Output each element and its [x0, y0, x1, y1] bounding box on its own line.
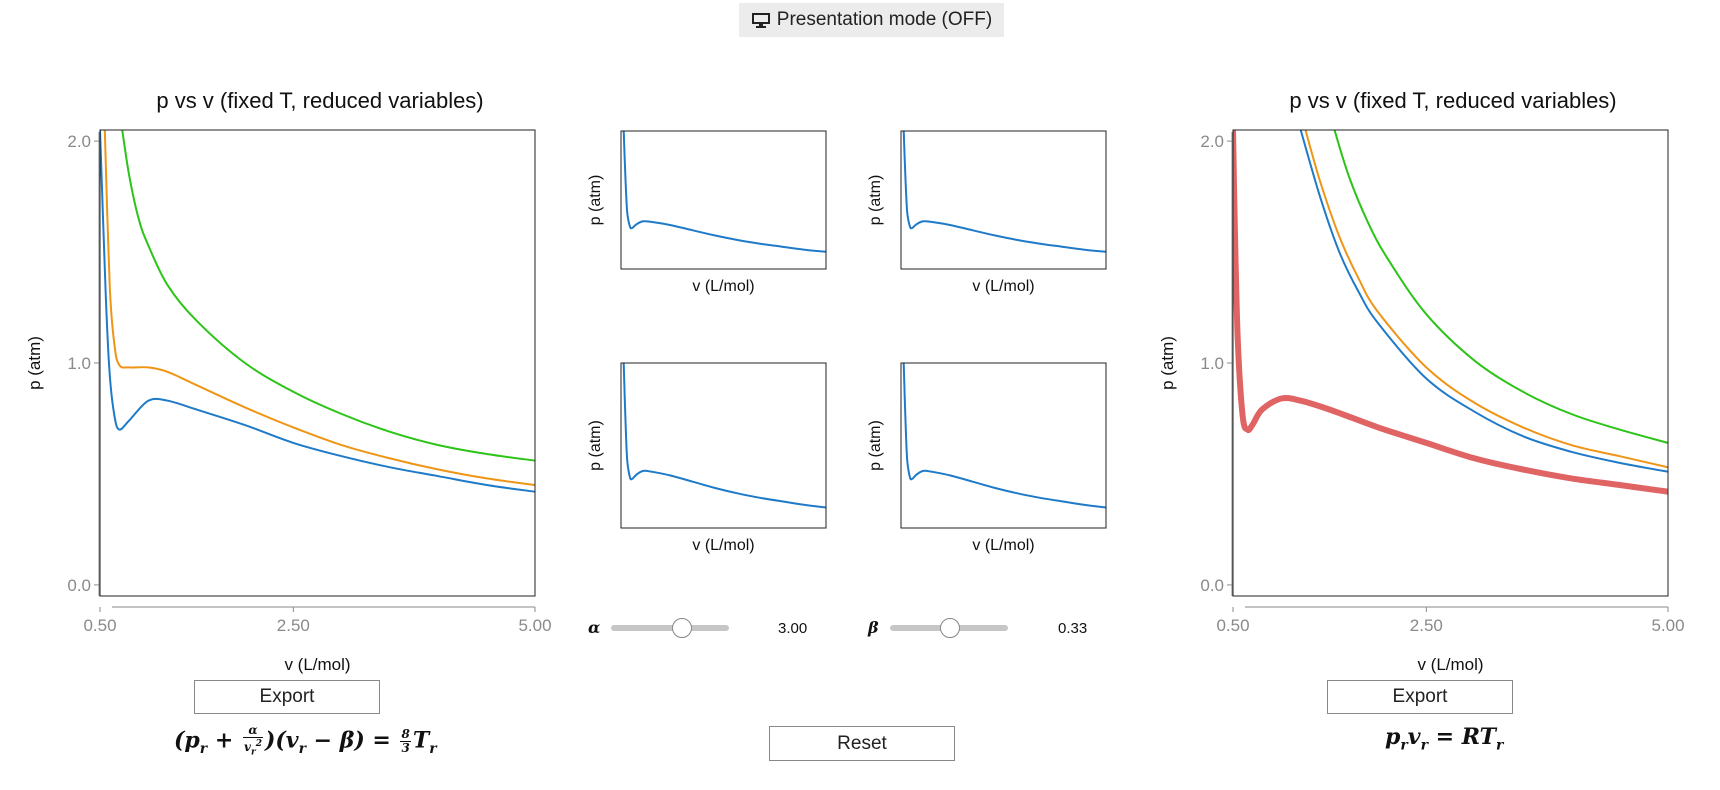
x-axis-label: v (L/mol)	[1417, 655, 1483, 674]
formula-text: = RT	[1427, 724, 1496, 750]
series-line	[103, 130, 535, 486]
formula-sub: r	[298, 741, 306, 758]
right-export-button[interactable]: Export	[1327, 680, 1513, 714]
alpha-slider-value: 3.00	[778, 620, 808, 637]
formula-frac-den: vr2	[243, 738, 263, 759]
formula-text: +	[207, 727, 241, 754]
formula-sub: r	[1400, 737, 1408, 754]
y-tick-label: 0.0	[1200, 576, 1224, 595]
y-tick-label: 1.0	[1200, 354, 1224, 373]
y-tick-label: 1.0	[67, 354, 91, 373]
series-line	[622, 131, 826, 253]
left-export-button[interactable]: Export	[194, 680, 380, 714]
y-axis-label: p (atm)	[25, 336, 44, 390]
series-line	[902, 131, 1106, 253]
formula-sub: r	[429, 741, 437, 758]
formula-frac-den: 3	[401, 741, 410, 756]
x-tick-label: 5.00	[518, 616, 551, 635]
formula-sub: r	[199, 741, 208, 758]
plot-frame	[1232, 129, 1669, 597]
left-plot-chart: 0.0 1.0 2.0 0.50 2.50 5.00 v (L/mol) p (atm)	[25, 129, 552, 674]
presentation-mode-label: Presentation mode (OFF)	[776, 9, 993, 30]
left-formula: (pr + α vr2)(vr − β) = 8 3 Tr	[174, 724, 437, 759]
formula-text: T	[412, 727, 430, 754]
y-tick-label: 0.0	[67, 576, 91, 595]
x-axis-label: v (L/mol)	[972, 278, 1034, 295]
left-plot-title: p vs v (fixed T, reduced variables)	[156, 88, 484, 113]
series-line	[121, 130, 535, 462]
formula-sub: r	[1496, 737, 1504, 754]
series-line	[100, 130, 535, 493]
x-axis-label: v (L/mol)	[692, 537, 754, 554]
y-axis-label: p (atm)	[587, 420, 604, 471]
series-line	[1304, 130, 1668, 469]
mini-plot-top-right: v (L/mol) p (atm)	[867, 130, 1107, 295]
y-tick-label: 2.0	[1200, 132, 1224, 151]
formula-text: p	[1385, 724, 1401, 750]
formula-sup: 2	[255, 739, 262, 749]
formula-text: v	[1407, 724, 1421, 750]
formula-sub: r	[250, 747, 256, 758]
mini-plot-top-left: v (L/mol) p (atm)	[587, 130, 827, 295]
right-plot-chart: 0.0 1.0 2.0 0.50 2.50 5.00 v (L/mol) p (atm)	[1158, 129, 1685, 674]
plot-frame	[900, 130, 1107, 270]
mini-plot-bottom-right: v (L/mol) p (atm)	[867, 362, 1107, 554]
beta-slider-value: 0.33	[1058, 620, 1088, 637]
formula-frac-num: α	[242, 724, 263, 738]
plot-frame	[620, 130, 827, 270]
series-line	[902, 363, 1106, 509]
reset-button[interactable]: Reset	[769, 726, 955, 761]
alpha-slider-thumb[interactable]	[672, 618, 692, 638]
x-tick-label: 5.00	[1651, 616, 1684, 635]
formula-sub: r	[1420, 737, 1428, 754]
alpha-slider-track[interactable]	[611, 625, 729, 631]
x-axis-label: v (L/mol)	[972, 537, 1034, 554]
monitor-icon	[751, 12, 771, 28]
mini-plot-bottom-left: v (L/mol) p (atm)	[587, 362, 827, 554]
x-tick-label: 0.50	[83, 616, 116, 635]
plot-frame	[900, 362, 1107, 529]
x-tick-label: 2.50	[277, 616, 310, 635]
formula-fraction: α vr2	[242, 724, 263, 759]
y-axis-label: p (atm)	[587, 175, 604, 226]
series-line	[1299, 130, 1668, 473]
y-axis-label: p (atm)	[1158, 336, 1177, 390]
beta-slider-thumb[interactable]	[940, 618, 960, 638]
alpha-slider-label: α	[588, 618, 601, 637]
plot-frame	[99, 129, 536, 597]
formula-text: v	[243, 740, 251, 754]
series-line	[622, 363, 826, 509]
right-formula: prvr = RTr	[1385, 724, 1503, 753]
plot-frame	[620, 362, 827, 529]
formula-text: − β) =	[305, 727, 399, 754]
presentation-mode-button[interactable]: Presentation mode (OFF)	[739, 3, 1004, 37]
x-axis-label: v (L/mol)	[692, 278, 754, 295]
formula-text: (p	[174, 727, 200, 754]
x-axis-label: v (L/mol)	[284, 655, 350, 674]
y-axis-label: p (atm)	[867, 420, 884, 471]
y-tick-label: 2.0	[67, 132, 91, 151]
series-line	[1333, 130, 1668, 444]
series-line	[1233, 130, 1668, 495]
x-tick-label: 2.50	[1410, 616, 1443, 635]
y-axis-label: p (atm)	[867, 175, 884, 226]
right-plot-title: p vs v (fixed T, reduced variables)	[1289, 88, 1617, 113]
x-tick-label: 0.50	[1216, 616, 1249, 635]
formula-text: )(v	[264, 727, 299, 754]
formula-frac-num: 8	[400, 727, 411, 743]
beta-slider-label: β	[868, 618, 879, 637]
